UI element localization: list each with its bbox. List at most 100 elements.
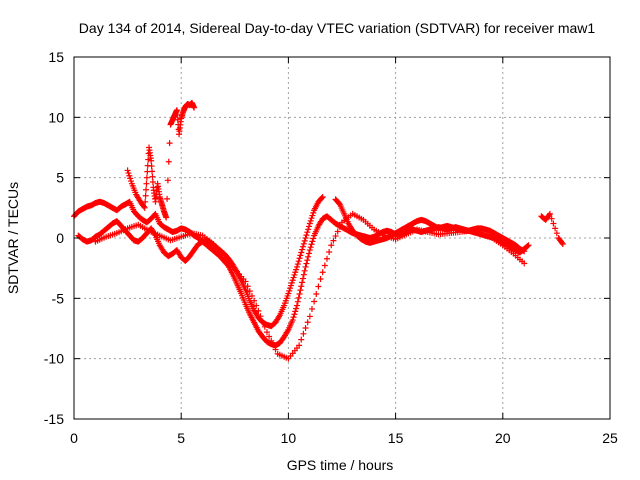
- data-point: [326, 248, 333, 255]
- data-point: [148, 163, 155, 170]
- data-point: [317, 276, 324, 283]
- data-point: [300, 330, 307, 337]
- data-point: [302, 325, 309, 332]
- data-point: [257, 313, 264, 320]
- data-point: [306, 313, 313, 320]
- data-point: [521, 248, 528, 255]
- data-point: [304, 257, 311, 264]
- data-point: [191, 104, 198, 111]
- data-point: [311, 298, 318, 305]
- y-axis-ticks: -15 -10 -5 0 5 10 15: [44, 49, 610, 427]
- data-point: [287, 282, 294, 289]
- y-tick-label: 15: [48, 49, 64, 65]
- data-point: [268, 337, 275, 344]
- data-point: [309, 238, 316, 245]
- data-point: [319, 269, 326, 276]
- y-tick-label: 0: [56, 230, 64, 246]
- data-point: [546, 212, 553, 219]
- data-point: [334, 228, 341, 235]
- data-point: [302, 235, 309, 241]
- data-point: [310, 235, 317, 242]
- data-point: [304, 229, 311, 236]
- data-point: [259, 318, 266, 325]
- x-tick-label: 25: [602, 430, 618, 446]
- x-axis-label: GPS time / hours: [287, 457, 394, 473]
- data-point: [299, 243, 306, 250]
- x-tick-label: 20: [495, 430, 511, 446]
- data-point: [552, 225, 559, 232]
- data-point: [307, 244, 314, 251]
- data-point: [255, 307, 262, 314]
- data-point: [336, 223, 343, 230]
- data-point: [290, 274, 297, 281]
- data-point: [321, 262, 328, 269]
- data-point: [142, 192, 149, 199]
- data-point: [128, 178, 135, 185]
- data-point: [142, 198, 149, 205]
- data-point: [301, 237, 308, 244]
- data-point: [270, 342, 277, 349]
- data-point: [140, 203, 147, 210]
- data-point: [149, 168, 156, 175]
- data-point: [305, 250, 312, 257]
- y-tick-label: -15: [44, 411, 64, 427]
- data-point: [244, 283, 251, 290]
- data-point: [124, 167, 131, 174]
- data-point: [332, 233, 339, 240]
- data-point: [315, 283, 322, 290]
- data-point: [125, 170, 132, 177]
- data-point: [291, 311, 298, 318]
- data-point: [297, 287, 304, 294]
- data-point: [296, 255, 303, 262]
- data-point: [292, 269, 299, 276]
- data-point: [296, 290, 303, 297]
- data-point: [251, 297, 258, 304]
- data-point: [307, 217, 314, 224]
- y-tick-label: 10: [48, 109, 64, 125]
- data-point: [296, 342, 303, 349]
- x-tick-label: 15: [388, 430, 404, 446]
- x-tick-label: 0: [70, 430, 78, 446]
- data-point: [293, 263, 300, 270]
- data-point: [242, 278, 249, 285]
- data-point: [266, 333, 273, 340]
- data-point: [295, 258, 302, 265]
- data-point: [148, 157, 155, 164]
- y-tick-label: -5: [52, 290, 65, 306]
- data-point: [302, 263, 309, 270]
- data-point: [306, 220, 313, 227]
- data-point: [290, 314, 297, 321]
- x-tick-label: 10: [281, 430, 297, 446]
- data-point: [263, 329, 270, 336]
- data-point: [298, 336, 305, 343]
- data-point: [524, 242, 531, 249]
- data-point: [308, 215, 315, 222]
- data-point: [313, 290, 320, 297]
- data-point: [303, 260, 310, 267]
- x-tick-label: 5: [177, 430, 185, 446]
- data-point: [149, 179, 156, 186]
- data-point: [297, 252, 304, 259]
- data-point: [306, 247, 313, 254]
- y-tick-label: -10: [44, 351, 64, 367]
- data-point: [318, 194, 325, 201]
- data-point: [253, 302, 260, 309]
- data-point: [546, 210, 553, 217]
- data-point: [272, 346, 279, 353]
- data-point: [286, 287, 293, 294]
- data-point: [301, 267, 308, 274]
- data-point: [246, 288, 253, 295]
- data-point: [298, 249, 305, 256]
- data-point: [291, 271, 298, 278]
- data-point: [308, 241, 315, 248]
- chart-title: Day 134 of 2014, Sidereal Day-to-day VTE…: [79, 20, 596, 36]
- data-point: [548, 215, 555, 222]
- data-point: [295, 294, 302, 301]
- data-point: [261, 323, 268, 330]
- data-point: [292, 308, 299, 315]
- data-point: [293, 266, 300, 273]
- data-point: [289, 317, 296, 324]
- x-axis-ticks: 0 5 10 15 20 25: [70, 57, 618, 446]
- data-point: [164, 195, 171, 202]
- data-point: [294, 298, 301, 305]
